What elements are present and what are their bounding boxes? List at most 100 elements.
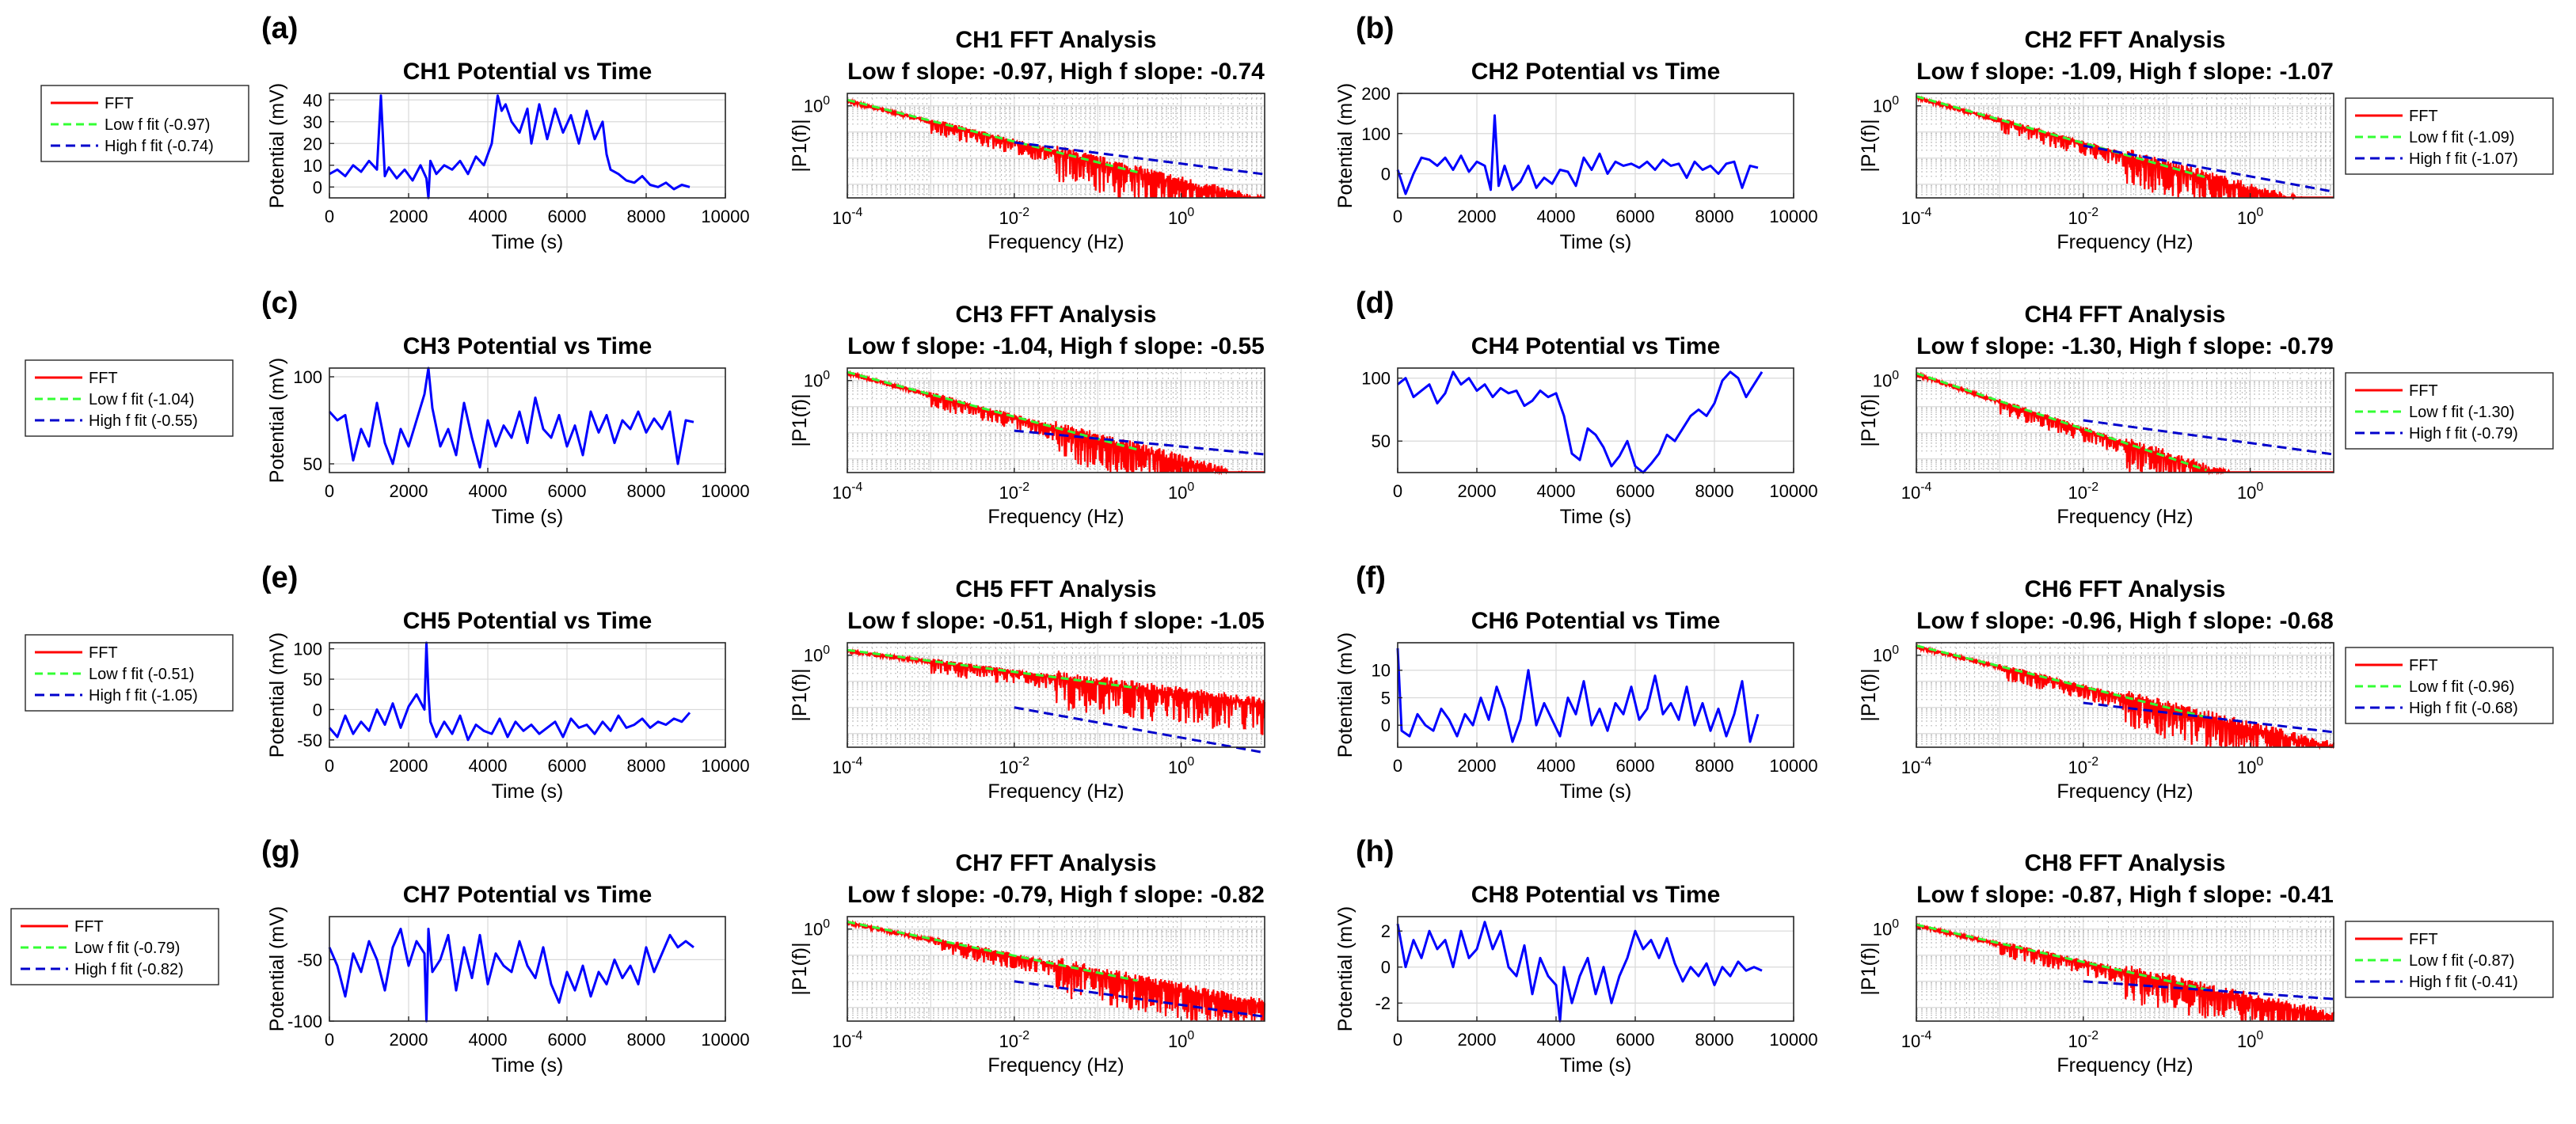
low-f-fit-line: [1916, 372, 2207, 472]
fft-plot-title: CH6 FFT Analysis: [2025, 576, 2226, 602]
axes-box: [1916, 93, 2334, 199]
y-tick-label: 0: [313, 700, 322, 720]
legend: FFT Low f fit (-0.96) High f fit (-0.68): [2345, 647, 2554, 724]
y-tick-label: 40: [303, 90, 322, 110]
x-tick-label: 100: [2237, 755, 2263, 777]
high-f-fit-line: [2083, 419, 2334, 456]
time-plot-title: CH1 Potential vs Time: [403, 59, 653, 85]
x-tick-label: 10-2: [2068, 755, 2099, 777]
x-tick-label: 10000: [1769, 1030, 1817, 1050]
x-tick-label: 6000: [1616, 1030, 1655, 1050]
channel-ch7-group: (g) 0 2000 4000 6000 8000 10000 -100 -50 CH7 Pote…: [10, 835, 1266, 1077]
x-axis-label: Time (s): [1560, 1054, 1632, 1077]
fft-plot: 10-4 10-2 100 100 CH5 FFT Analysis Low f slop…: [789, 576, 1266, 803]
time-plot: 0 2000 4000 6000 8000 10000 50 100 CH4 Potential…: [1361, 333, 1817, 528]
y-tick-label: 100: [804, 369, 830, 391]
x-tick-label: 4000: [1537, 481, 1576, 501]
x-tick-label: 0: [1393, 1030, 1402, 1050]
legend-box: [2345, 921, 2554, 998]
y-tick-label: 0: [1381, 165, 1391, 184]
legend: FFT Low f fit (-1.09) High f fit (-1.07): [2345, 97, 2554, 175]
axes-box: [847, 367, 1265, 473]
y-axis-label: |P1(f)|: [1858, 942, 1880, 995]
fft-spectrum: [846, 370, 1265, 476]
time-plot-title: CH7 Potential vs Time: [403, 882, 653, 908]
plot-area: [1398, 917, 1794, 1021]
x-axis-label: Time (s): [492, 780, 564, 803]
channel-ch3-group: (c) 0 2000 4000 6000 8000 10000 50 100 CH3 Potent…: [25, 287, 1265, 528]
x-tick-label: 8000: [627, 481, 666, 501]
x-tick-label: 10-2: [2068, 480, 2099, 503]
potential-trace: [328, 366, 694, 469]
x-tick-label: 8000: [1695, 1030, 1734, 1050]
x-axis-label: Time (s): [1560, 231, 1632, 253]
potential-trace: [328, 928, 694, 1023]
fft-plot-title: CH3 FFT Analysis: [956, 302, 1157, 328]
x-tick-label: 100: [2237, 206, 2263, 228]
legend-entry: High f fit (-0.41): [2409, 974, 2518, 991]
y-tick-label: 100: [293, 640, 322, 659]
x-tick-label: 2000: [390, 207, 428, 226]
legend-box: [2345, 372, 2554, 450]
x-tick-label: 2000: [390, 756, 428, 776]
y-axis-label: |P1(f)|: [789, 668, 811, 721]
y-tick-label: 200: [1361, 84, 1391, 104]
plot-area: [329, 643, 725, 747]
x-tick-label: 10-4: [1901, 1029, 1932, 1051]
axes-box: [329, 93, 726, 199]
x-tick-label: 6000: [1616, 207, 1655, 226]
x-tick-label: 8000: [1695, 756, 1734, 776]
axes-box: [847, 93, 1265, 199]
y-tick-label: 100: [804, 644, 830, 666]
x-tick-label: 0: [325, 756, 334, 776]
x-tick-label: 10000: [701, 1030, 749, 1050]
panel-label: (a): [261, 12, 298, 45]
legend-entry: High f fit (-0.82): [74, 961, 184, 978]
x-tick-label: 10000: [1769, 481, 1817, 501]
channel-ch2-group: (b) 0 2000 4000 6000 8000 10000 0 100 200 CH2 Pote…: [1334, 12, 2554, 253]
legend-entry: Low f fit (-1.30): [2409, 404, 2514, 421]
low-f-fit-line: [847, 921, 1138, 982]
x-tick-label: 10000: [701, 207, 749, 226]
x-tick-label: 2000: [1458, 1030, 1497, 1050]
legend-entry: FFT: [2409, 657, 2438, 674]
legend-entry: High f fit (-1.05): [89, 687, 198, 704]
axes-box: [1916, 367, 2334, 473]
fft-plot-subtitle: Low f slope: -1.04, High f slope: -0.55: [847, 333, 1265, 359]
fft-spectrum: [1915, 922, 2335, 1021]
y-axis-label: Potential (mV): [266, 358, 288, 483]
x-tick-label: 10-2: [2068, 1029, 2099, 1051]
y-axis-label: Potential (mV): [1334, 906, 1356, 1031]
x-tick-label: 4000: [469, 1030, 508, 1050]
fft-plot-title: CH8 FFT Analysis: [2025, 850, 2226, 876]
legend: FFT Low f fit (-0.87) High f fit (-0.41): [2345, 921, 2554, 998]
time-plot: 0 2000 4000 6000 8000 10000 0 5 10 CH6 Potential …: [1334, 608, 1818, 803]
legend: FFT Low f fit (-0.51) High f fit (-1.05): [25, 634, 234, 712]
fft-plot-subtitle: Low f slope: -0.79, High f slope: -0.82: [847, 882, 1265, 908]
fft-plot-title: CH4 FFT Analysis: [2025, 302, 2226, 328]
x-tick-label: 10-4: [1901, 206, 1932, 228]
y-tick-label: 10: [1372, 661, 1391, 681]
x-tick-label: 4000: [1537, 756, 1576, 776]
legend-entry: Low f fit (-1.09): [2409, 129, 2514, 146]
panel-label: (h): [1356, 835, 1395, 868]
legend-entry: FFT: [2409, 931, 2438, 948]
potential-trace: [1397, 370, 1764, 474]
x-tick-label: 4000: [469, 481, 508, 501]
fft-plot-subtitle: Low f slope: -0.51, High f slope: -1.05: [847, 608, 1265, 634]
x-axis-label: Frequency (Hz): [987, 231, 1124, 253]
x-axis-label: Frequency (Hz): [2057, 506, 2193, 528]
fft-spectrum: [846, 97, 1265, 199]
y-axis-label: |P1(f)|: [1858, 393, 1880, 446]
time-plot-title: CH4 Potential vs Time: [1471, 333, 1721, 359]
axes-box: [847, 916, 1265, 1022]
time-plot-title: CH2 Potential vs Time: [1471, 59, 1721, 85]
fft-plot: 10-4 10-2 100 100 CH2 FFT Analysis Low f slop…: [1858, 27, 2334, 253]
channel-ch4-group: (d) 0 2000 4000 6000 8000 10000 50 100 CH4 Potent…: [1356, 287, 2554, 528]
y-axis-label: Potential (mV): [266, 632, 288, 758]
legend-entry: FFT: [2409, 382, 2438, 400]
